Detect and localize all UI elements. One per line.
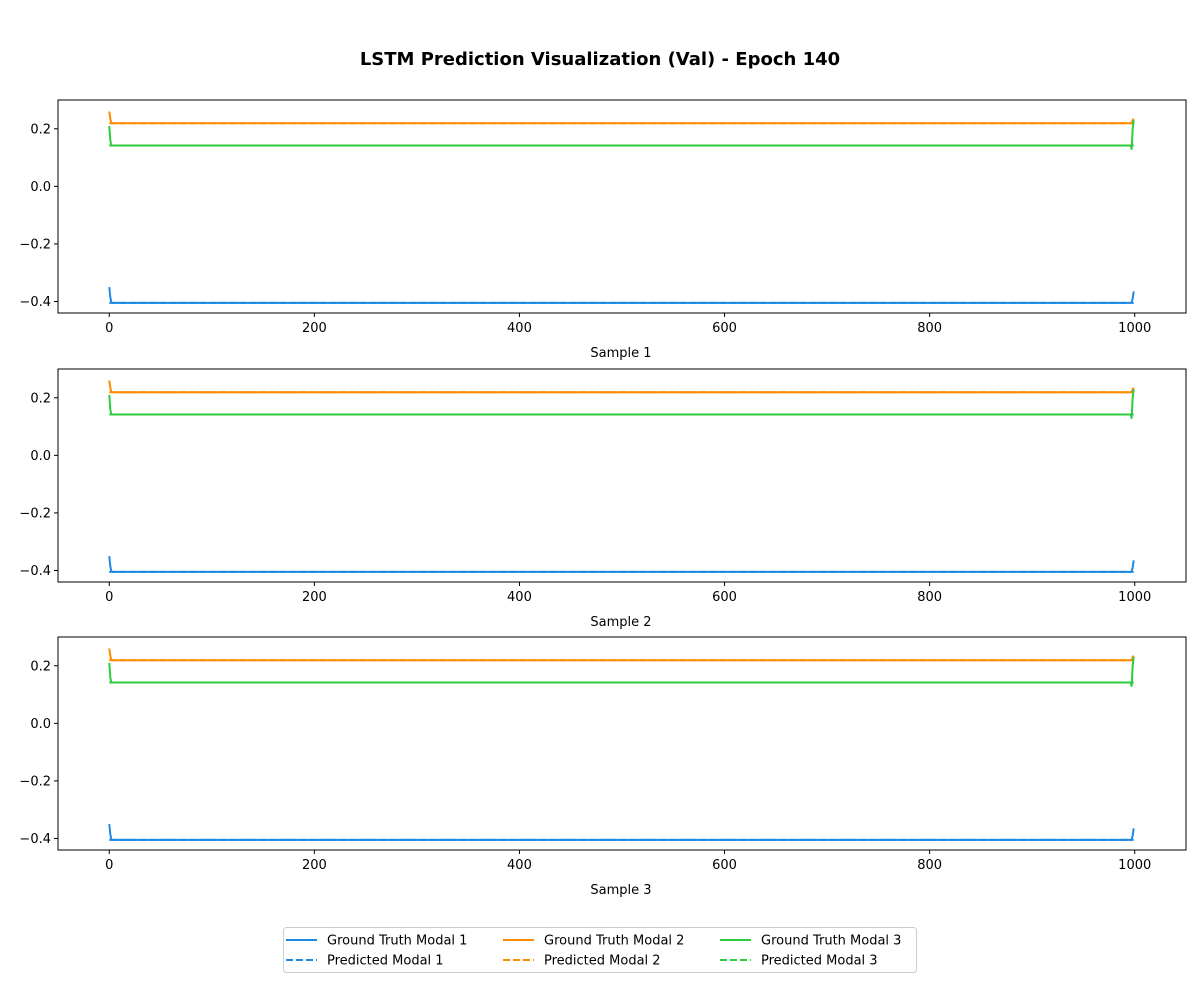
x-tick-label: 0 (105, 590, 113, 605)
y-tick-label: −0.2 (19, 774, 51, 789)
y-tick-label: −0.4 (19, 564, 51, 579)
y-tick-label: 0.2 (30, 122, 51, 137)
y-tick-label: 0.0 (30, 717, 51, 732)
legend-entry: Predicted Modal 1 (286, 954, 444, 969)
x-axis-label: Sample 2 (590, 615, 651, 630)
y-tick-label: −0.4 (19, 832, 51, 847)
legend-label: Predicted Modal 3 (761, 954, 878, 969)
x-tick-label: 800 (917, 590, 942, 605)
subplot-2: 0 200 400 600 800 1000 −0.4 −0.2 0.0 0.2 Sample 2 (19, 368, 1187, 630)
legend-label: Ground Truth Modal 3 (761, 934, 901, 949)
series-line-ground-truth-modal-1 (108, 823, 1135, 841)
series-line-ground-truth-modal-1 (108, 555, 1135, 573)
x-axis-label: Sample 3 (590, 883, 651, 898)
x-tick-label: 600 (712, 590, 737, 605)
x-tick-label: 600 (712, 321, 737, 336)
x-tick-label: 200 (302, 321, 327, 336)
legend-label: Ground Truth Modal 1 (327, 934, 467, 949)
legend-entry: Ground Truth Modal 1 (286, 934, 467, 949)
x-tick-label: 800 (917, 858, 942, 873)
series-line-ground-truth-modal-2 (108, 111, 1135, 125)
x-tick-label: 0 (105, 858, 113, 873)
legend: Ground Truth Modal 1 Predicted Modal 1 Gro… (283, 927, 917, 973)
x-tick-label: 600 (712, 858, 737, 873)
legend-entry: Ground Truth Modal 3 (720, 934, 901, 949)
y-tick-label: 0.0 (30, 449, 51, 464)
x-tick-label: 200 (302, 590, 327, 605)
y-tick-label: −0.4 (19, 295, 51, 310)
legend-entry: Ground Truth Modal 2 (503, 934, 684, 949)
legend-entry: Predicted Modal 3 (720, 954, 878, 969)
x-tick-label: 1000 (1118, 590, 1151, 605)
axes-frame (57, 99, 1187, 314)
legend-label: Ground Truth Modal 2 (544, 934, 684, 949)
x-axis-label: Sample 1 (590, 346, 651, 361)
subplot-1: 0 200 400 600 800 1000 −0.4 −0.2 0.0 0.2 Sample 1 (19, 99, 1187, 361)
x-tick-label: 400 (507, 858, 532, 873)
legend-label: Predicted Modal 1 (327, 954, 444, 969)
series-group (108, 380, 1135, 573)
axes-frame (57, 636, 1187, 851)
x-tick-label: 400 (507, 321, 532, 336)
x-tick-label: 800 (917, 321, 942, 336)
series-group (108, 111, 1135, 304)
chart-title: LSTM Prediction Visualization (Val) - Ep… (360, 49, 840, 70)
x-tick-label: 200 (302, 858, 327, 873)
subplot-3: 0 200 400 600 800 1000 −0.4 −0.2 0.0 0.2 Sample 3 (19, 636, 1187, 898)
y-tick-label: 0.2 (30, 659, 51, 674)
y-tick-label: 0.2 (30, 391, 51, 406)
y-tick-label: −0.2 (19, 506, 51, 521)
legend-label: Predicted Modal 2 (544, 954, 661, 969)
x-tick-label: 0 (105, 321, 113, 336)
series-line-ground-truth-modal-2 (108, 648, 1135, 662)
x-tick-label: 1000 (1118, 858, 1151, 873)
series-line-ground-truth-modal-2 (108, 380, 1135, 394)
series-line-ground-truth-modal-1 (108, 286, 1135, 304)
series-group (108, 648, 1135, 841)
legend-box (283, 927, 917, 973)
legend-entry: Predicted Modal 2 (503, 954, 661, 969)
x-tick-label: 1000 (1118, 321, 1151, 336)
x-tick-label: 400 (507, 590, 532, 605)
axes-frame (57, 368, 1187, 583)
y-tick-label: −0.2 (19, 237, 51, 252)
y-tick-label: 0.0 (30, 180, 51, 195)
